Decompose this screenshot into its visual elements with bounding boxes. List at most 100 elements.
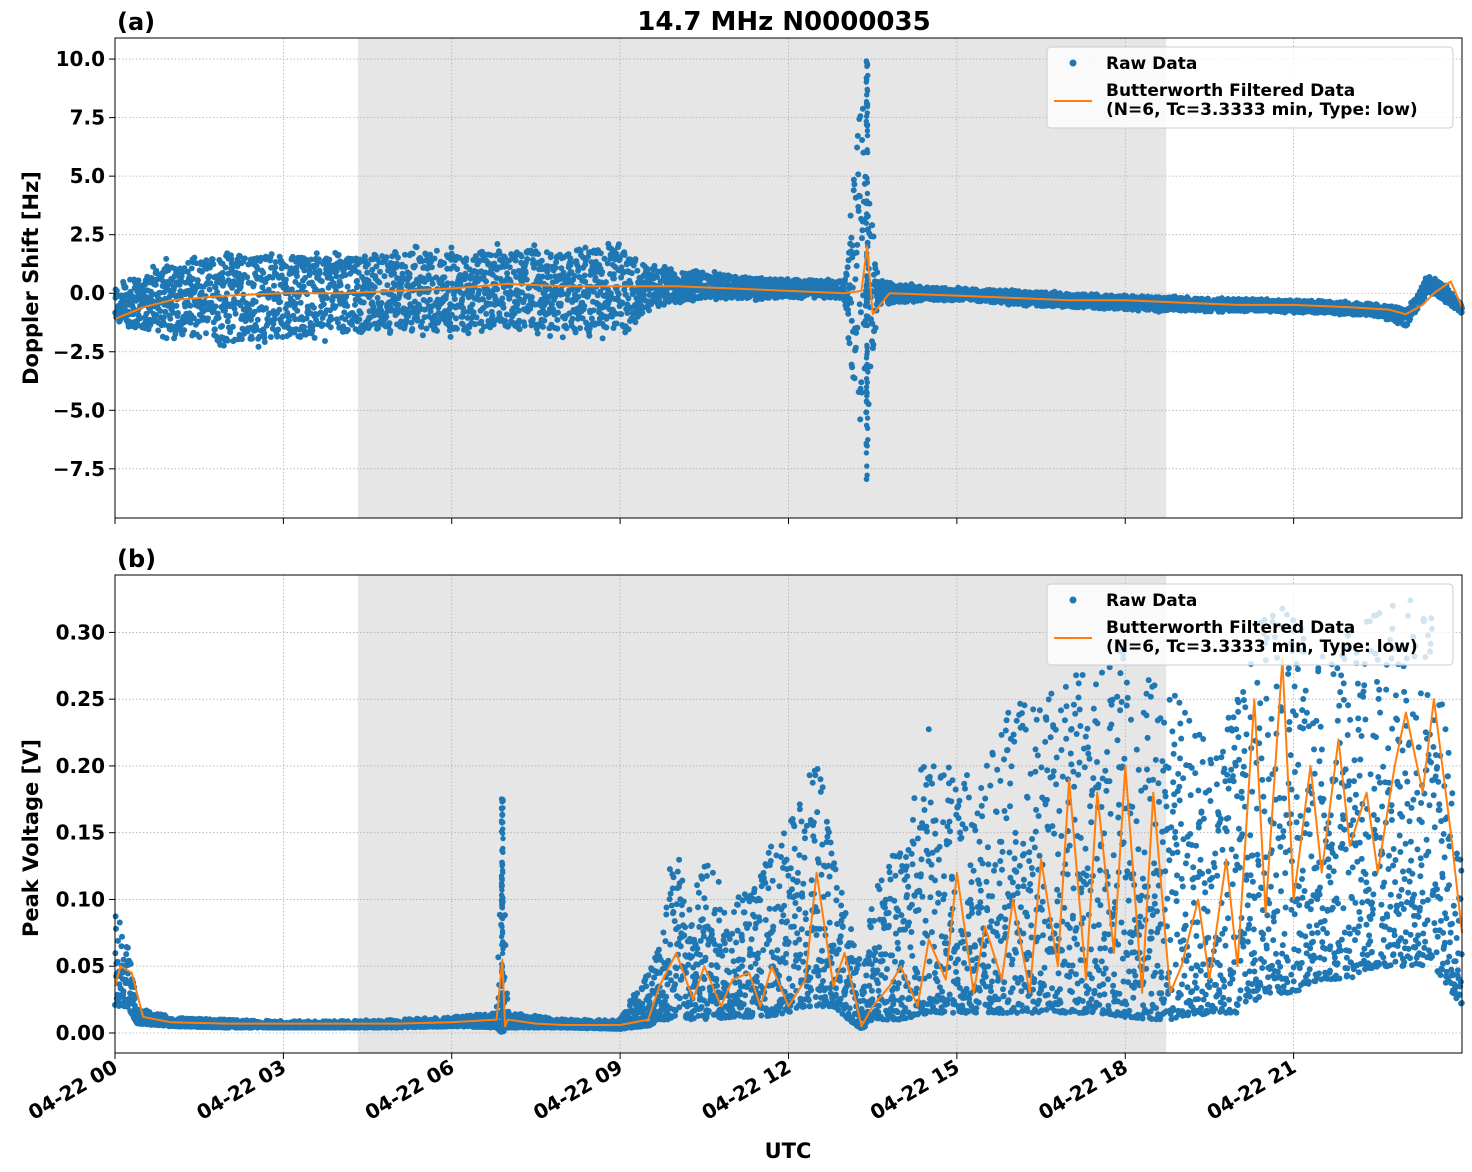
raw-point xyxy=(210,261,217,268)
raw-point xyxy=(250,281,257,288)
raw-point xyxy=(470,309,477,316)
raw-point xyxy=(869,222,876,229)
raw-point xyxy=(234,263,241,270)
raw-point xyxy=(209,256,216,263)
raw-point xyxy=(205,315,211,322)
raw-point xyxy=(603,324,610,331)
raw-point xyxy=(554,316,561,323)
raw-point xyxy=(219,269,226,276)
raw-point xyxy=(279,313,286,320)
raw-point xyxy=(188,265,195,272)
raw-point xyxy=(592,274,599,281)
raw-point xyxy=(391,270,398,277)
raw-point xyxy=(409,326,416,332)
raw-point xyxy=(261,339,268,345)
raw-point xyxy=(349,321,355,328)
raw-point xyxy=(419,332,426,339)
raw-point xyxy=(153,267,160,274)
raw-point xyxy=(428,264,435,271)
raw-point xyxy=(402,263,409,270)
panel-a-doppler: 10.07.55.02.50.0−2.5−5.0−7.5 (a) Doppler… xyxy=(19,8,1465,524)
raw-point xyxy=(739,295,745,301)
raw-point xyxy=(187,319,194,326)
raw-point xyxy=(224,318,231,325)
raw-point xyxy=(261,330,268,337)
raw-point xyxy=(344,326,351,333)
raw-point xyxy=(453,315,459,322)
raw-point xyxy=(196,334,203,340)
raw-point xyxy=(619,299,626,306)
raw-point xyxy=(409,250,416,257)
raw-point xyxy=(858,379,865,386)
raw-point xyxy=(541,317,548,324)
raw-point xyxy=(448,311,455,318)
raw-point xyxy=(398,280,405,286)
raw-point xyxy=(601,255,608,262)
raw-point xyxy=(309,327,316,334)
raw-point xyxy=(478,318,485,325)
raw-point xyxy=(515,307,522,314)
raw-point xyxy=(219,275,226,282)
raw-point xyxy=(265,286,272,293)
raw-point xyxy=(228,256,235,262)
raw-point xyxy=(217,295,224,302)
raw-point xyxy=(487,252,494,259)
raw-point xyxy=(472,321,479,328)
raw-point xyxy=(503,311,510,318)
raw-point xyxy=(856,301,863,308)
raw-point xyxy=(460,309,467,316)
raw-point xyxy=(535,251,542,257)
raw-point xyxy=(297,299,304,306)
raw-point xyxy=(286,317,293,324)
raw-point xyxy=(311,334,318,341)
raw-point xyxy=(553,259,560,266)
raw-point xyxy=(366,308,373,315)
raw-point xyxy=(647,291,654,298)
raw-point xyxy=(615,291,622,298)
raw-point xyxy=(412,262,418,269)
raw-point xyxy=(175,310,181,316)
raw-point xyxy=(271,282,277,289)
raw-point xyxy=(383,313,390,320)
raw-point xyxy=(170,309,177,316)
raw-point xyxy=(575,264,582,271)
raw-point xyxy=(406,271,413,277)
raw-point xyxy=(268,251,275,258)
raw-point xyxy=(844,264,851,271)
raw-point xyxy=(184,268,191,275)
raw-point xyxy=(435,310,442,317)
raw-point xyxy=(569,315,576,322)
raw-point xyxy=(575,293,582,300)
raw-point xyxy=(854,144,861,151)
raw-point xyxy=(344,283,351,290)
raw-point xyxy=(327,307,334,314)
raw-point xyxy=(640,292,647,298)
raw-point xyxy=(374,294,381,301)
raw-point xyxy=(857,113,864,120)
raw-point xyxy=(181,327,188,334)
raw-point xyxy=(249,335,255,342)
raw-point xyxy=(505,322,512,329)
raw-point xyxy=(190,315,197,322)
raw-point xyxy=(206,273,213,280)
raw-point xyxy=(646,307,652,314)
raw-point xyxy=(585,291,592,298)
raw-point xyxy=(198,289,205,296)
raw-point xyxy=(625,295,632,302)
raw-point xyxy=(293,268,300,275)
raw-point xyxy=(313,250,320,257)
raw-point xyxy=(859,137,866,143)
raw-point xyxy=(122,284,129,291)
raw-point xyxy=(393,260,400,267)
raw-point xyxy=(484,286,491,293)
raw-point xyxy=(547,333,554,339)
raw-point xyxy=(310,322,317,329)
raw-point xyxy=(582,244,589,251)
raw-point xyxy=(212,303,219,310)
raw-point xyxy=(383,254,390,261)
raw-point xyxy=(275,326,282,333)
raw-point xyxy=(618,264,625,271)
raw-point xyxy=(511,310,518,317)
raw-point xyxy=(162,308,169,315)
raw-point xyxy=(137,315,144,322)
